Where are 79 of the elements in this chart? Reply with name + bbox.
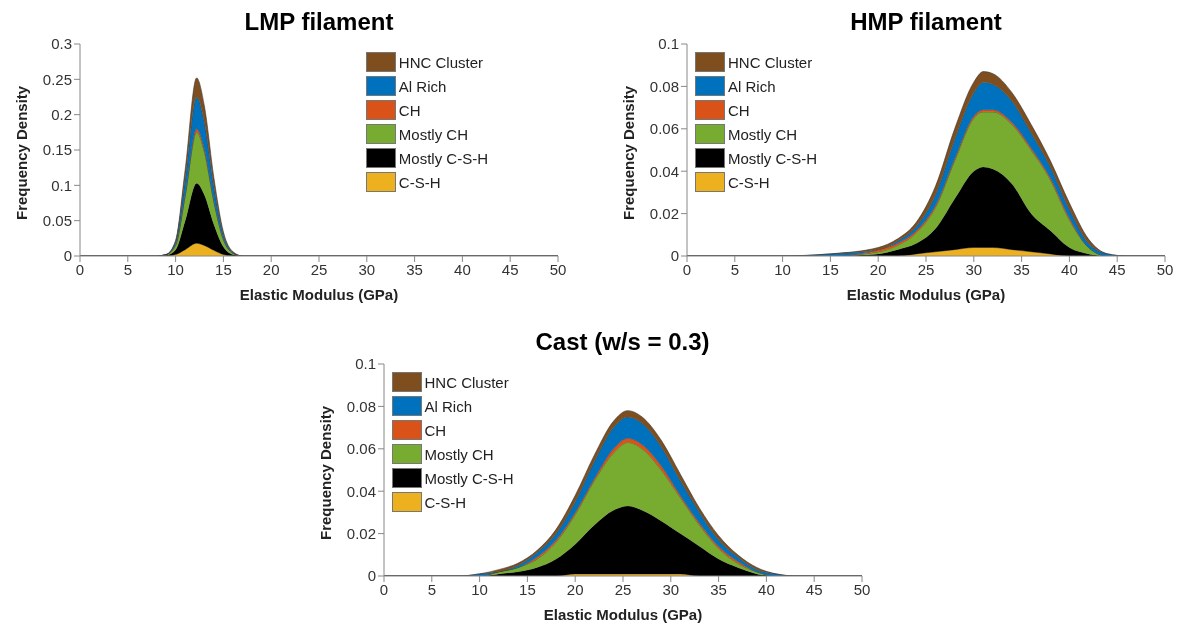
x-tick-label: 50 [853,580,870,598]
y-tick-label: 0.02 [346,524,376,542]
x-tick-label: 20 [566,580,584,598]
legend-label: CH [398,101,421,119]
legend-label: Mostly CH [728,125,798,143]
y-tick-label: 0 [63,247,72,265]
x-tick-label: 35 [1013,260,1030,278]
y-tick-label: 0.2 [51,105,72,123]
y-tick-label: 0.1 [658,35,679,53]
y-tick-label: 0.1 [354,355,376,373]
x-tick-label: 5 [730,260,739,278]
y-tick-label: 0 [367,567,376,585]
x-axis-title: Elastic Modulus (GPa) [543,606,702,623]
y-axis-title: Frequency Density [316,405,334,540]
x-tick-label: 40 [757,580,775,598]
x-tick-label: 15 [822,260,839,278]
legend-label: HNC Cluster [424,373,509,391]
x-tick-label: 50 [549,260,567,278]
y-tick-label: 0.05 [42,211,72,229]
y-tick-label: 0.06 [649,120,679,138]
y-tick-label: 0.3 [51,35,72,53]
y-axis-title: Frequency Density [620,85,638,220]
legend-label: Mostly C-S-H [398,149,488,167]
x-tick-label: 10 [470,580,488,598]
y-tick-label: 0.08 [346,397,376,415]
x-axis-title: Elastic Modulus (GPa) [846,286,1006,303]
x-tick-label: 50 [1156,260,1174,278]
x-tick-label: 0 [682,260,692,278]
x-tick-label: 25 [917,260,935,278]
x-tick-label: 25 [614,580,631,598]
x-tick-label: 40 [454,260,471,278]
x-tick-label: 45 [805,580,823,598]
chart-title: Cast (w/s = 0.3) [534,328,711,356]
x-tick-label: 25 [310,260,328,278]
legend-label: Mostly CH [398,125,468,143]
x-tick-label: 35 [406,260,423,278]
legend-label: CH [424,421,447,439]
legend-label: HNC Cluster [398,53,484,71]
legend-label: Al Rich [398,77,447,95]
y-tick-label: 0.08 [649,77,679,95]
x-tick-label: 30 [358,260,376,278]
x-tick-label: 30 [965,260,983,278]
x-tick-label: 10 [774,260,791,278]
x-tick-label: 20 [869,260,887,278]
legend-label: Mostly C-S-H [424,469,514,487]
y-tick-label: 0.15 [42,141,72,159]
x-tick-label: 30 [661,580,679,598]
legend-label: Al Rich [424,397,473,415]
y-tick-label: 0.02 [649,204,679,222]
y-tick-label: 0 [670,247,679,265]
legend-label: Mostly CH [424,445,494,463]
y-tick-label: 0.06 [346,440,376,458]
legend-label: C-S-H [728,173,770,191]
y-axis-title: Frequency Density [13,85,31,220]
x-tick-label: 45 [1108,260,1126,278]
legend-label: HNC Cluster [728,53,813,71]
y-tick-label: 0.04 [346,482,376,500]
legend-label: Al Rich [728,77,776,95]
legend-label: C-S-H [424,493,467,511]
y-tick-label: 0.25 [42,70,72,88]
chart-title: HMP filament [849,8,1003,36]
x-tick-label: 5 [123,260,132,278]
x-tick-label: 35 [709,580,727,598]
x-tick-label: 0 [379,580,388,598]
legend-label: CH [728,101,750,119]
x-tick-label: 15 [215,260,232,278]
y-tick-label: 0.04 [649,162,679,180]
x-tick-label: 40 [1061,260,1078,278]
legend-label: C-S-H [398,173,441,191]
x-tick-label: 5 [427,580,436,598]
legend-label: Mostly C-S-H [728,149,818,167]
x-tick-label: 10 [167,260,184,278]
chart-title: LMP filament [243,8,395,36]
x-tick-label: 20 [262,260,280,278]
x-tick-label: 15 [518,580,536,598]
y-tick-label: 0.1 [51,176,72,194]
x-tick-label: 45 [501,260,519,278]
x-tick-label: 0 [75,260,85,278]
x-axis-title: Elastic Modulus (GPa) [239,286,399,303]
